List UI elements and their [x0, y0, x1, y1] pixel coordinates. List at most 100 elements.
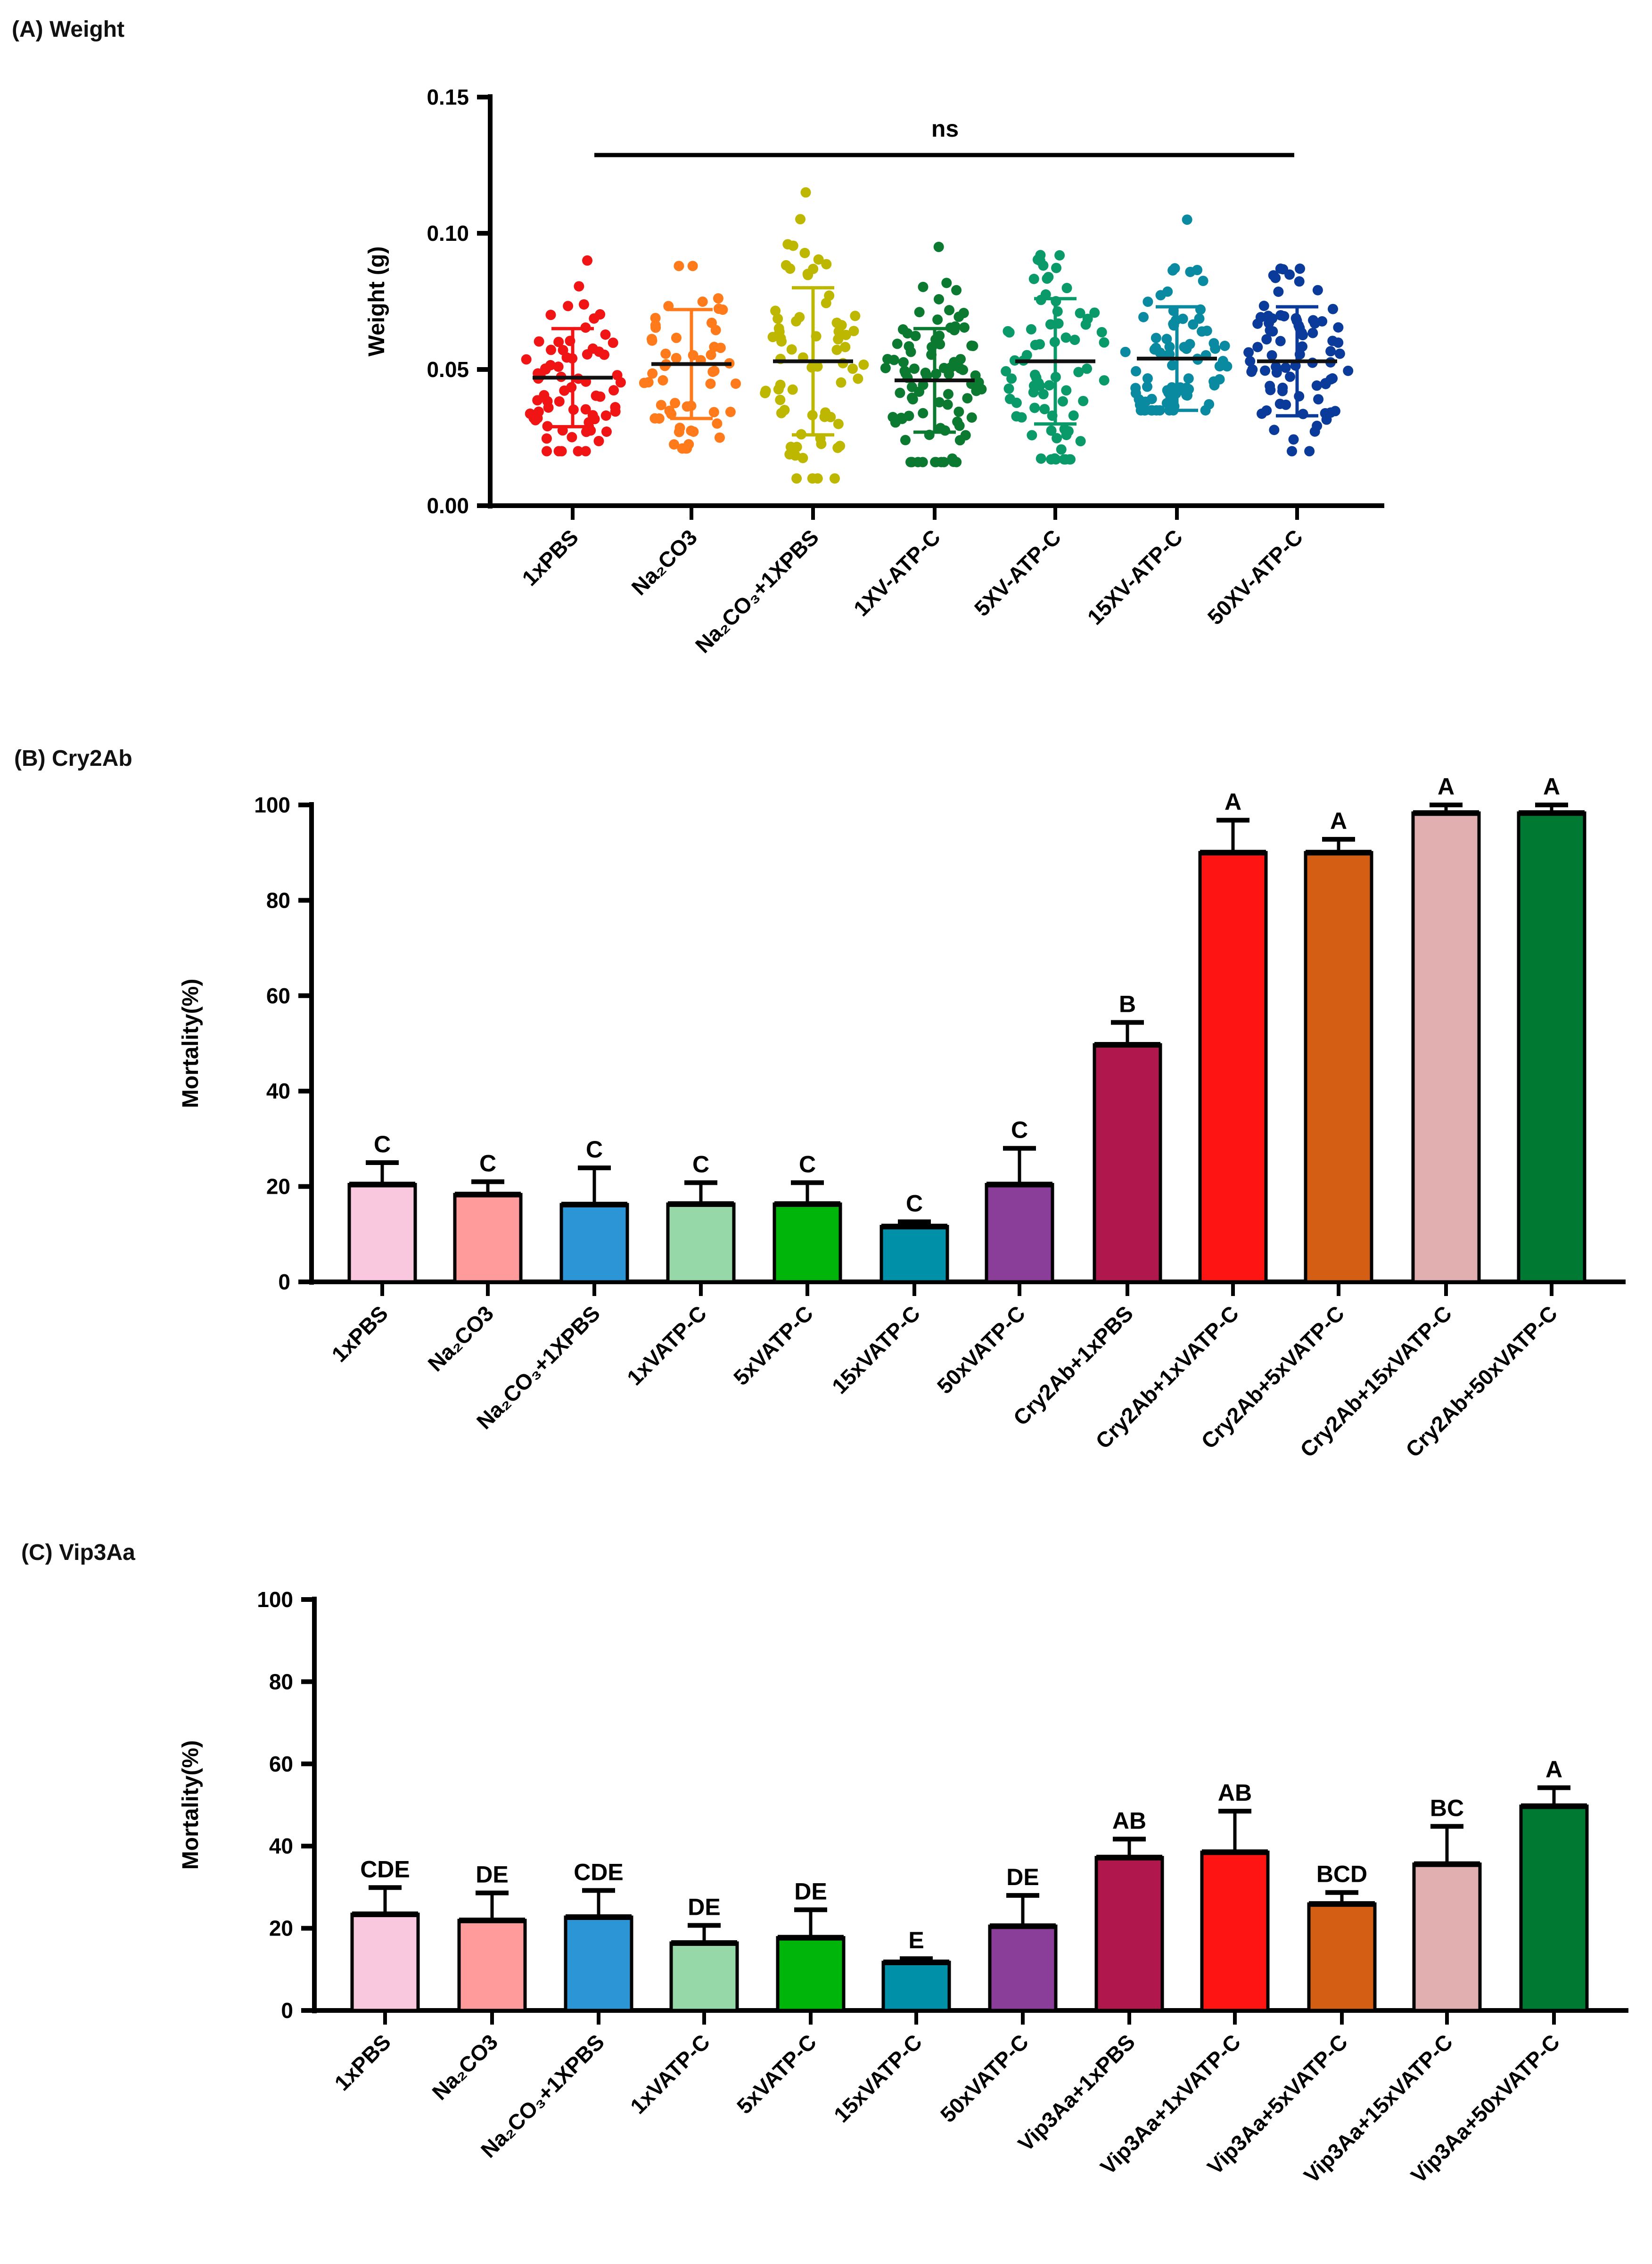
bar — [1093, 1043, 1162, 1284]
x-tick-label: 1XV-ATP-C — [849, 525, 945, 621]
data-point — [1054, 250, 1065, 261]
data-point — [553, 361, 564, 372]
data-point — [1260, 365, 1271, 376]
y-tick-label: 0 — [281, 1998, 293, 2023]
data-point — [1266, 350, 1277, 361]
bar — [879, 1225, 949, 1284]
data-point — [951, 285, 962, 295]
data-point — [799, 247, 810, 258]
data-point — [584, 417, 594, 428]
bar — [1517, 811, 1586, 1284]
data-point — [650, 322, 661, 333]
data-point — [1183, 373, 1194, 384]
data-point — [610, 406, 621, 417]
bar — [1307, 1902, 1377, 2012]
x-tick-label: 15xVATP-C — [827, 1301, 925, 1398]
data-point — [669, 439, 680, 450]
data-point — [1312, 285, 1323, 295]
data-point — [892, 338, 903, 349]
bar — [564, 1915, 633, 2012]
data-point — [600, 410, 611, 421]
data-point — [840, 342, 851, 353]
data-point — [1131, 366, 1142, 377]
data-point — [836, 377, 847, 388]
data-point — [1269, 425, 1280, 435]
data-point — [1061, 385, 1072, 396]
data-point — [944, 369, 954, 379]
y-tick-label: 60 — [269, 1752, 293, 1776]
data-point — [1258, 301, 1269, 312]
data-point — [918, 281, 929, 292]
data-point — [543, 402, 554, 413]
data-point — [1185, 266, 1196, 277]
y-tick-label: 100 — [254, 793, 290, 817]
data-point — [900, 435, 911, 445]
data-point — [898, 357, 909, 368]
data-point — [1222, 361, 1233, 372]
x-tick-label: Na₂CO3 — [626, 525, 702, 600]
significance-letter: AB — [1112, 1807, 1146, 1834]
data-point — [1099, 337, 1110, 348]
data-point — [791, 473, 802, 484]
data-point — [559, 385, 570, 396]
bar — [1200, 1850, 1270, 2012]
data-point — [791, 316, 802, 327]
significance-letter: DE — [1006, 1864, 1039, 1890]
data-point — [955, 354, 966, 365]
bar — [776, 1936, 846, 2012]
data-point — [1198, 276, 1208, 287]
data-point — [821, 259, 832, 270]
y-axis-label: Mortality(%) — [178, 979, 203, 1108]
data-point — [942, 399, 953, 410]
bar — [988, 1924, 1058, 2012]
significance-letter: A — [1543, 773, 1560, 800]
data-point — [934, 397, 945, 408]
x-tick-label: 1xVATP-C — [622, 1301, 711, 1390]
data-point — [918, 408, 929, 418]
data-point — [639, 377, 649, 388]
y-tick-label: 60 — [266, 984, 290, 1008]
data-point — [773, 313, 783, 324]
data-point — [947, 453, 958, 464]
data-point — [706, 349, 716, 360]
data-point — [1219, 340, 1230, 351]
data-point — [587, 343, 598, 354]
y-tick-label: 0.00 — [427, 493, 469, 518]
data-point — [803, 270, 814, 280]
bar — [347, 1183, 417, 1284]
data-point — [825, 411, 836, 422]
data-point — [902, 328, 913, 339]
data-point — [914, 307, 925, 318]
data-point — [775, 379, 786, 390]
y-tick-label: 100 — [257, 1587, 293, 1612]
data-point — [1003, 383, 1014, 394]
data-point — [1295, 263, 1306, 274]
significance-letter: BC — [1430, 1795, 1464, 1821]
bar — [666, 1202, 736, 1284]
x-tick-label: 50XV-ATP-C — [1203, 525, 1307, 629]
y-tick-label: 20 — [269, 1916, 293, 1941]
data-point — [1281, 399, 1291, 410]
data-point — [1042, 273, 1052, 284]
significance-letter: C — [799, 1151, 816, 1178]
data-point — [812, 361, 823, 372]
data-point — [785, 263, 796, 274]
x-tick-label: 5xVATP-C — [732, 2029, 821, 2118]
data-point — [833, 334, 844, 345]
data-point — [853, 373, 863, 384]
x-tick-label: 1xPBS — [327, 1301, 393, 1367]
data-point — [658, 375, 668, 386]
data-point — [615, 377, 626, 388]
data-point — [797, 452, 808, 463]
bar — [1094, 1856, 1164, 2012]
y-tick-label: 40 — [266, 1079, 290, 1103]
data-point — [850, 311, 861, 321]
data-point — [1265, 380, 1275, 391]
data-point — [1201, 325, 1212, 336]
y-tick-label: 0.10 — [427, 221, 469, 246]
data-point — [1075, 436, 1086, 447]
data-point — [1027, 430, 1037, 441]
data-point — [580, 446, 591, 457]
data-point — [832, 443, 843, 453]
data-point — [812, 473, 823, 484]
